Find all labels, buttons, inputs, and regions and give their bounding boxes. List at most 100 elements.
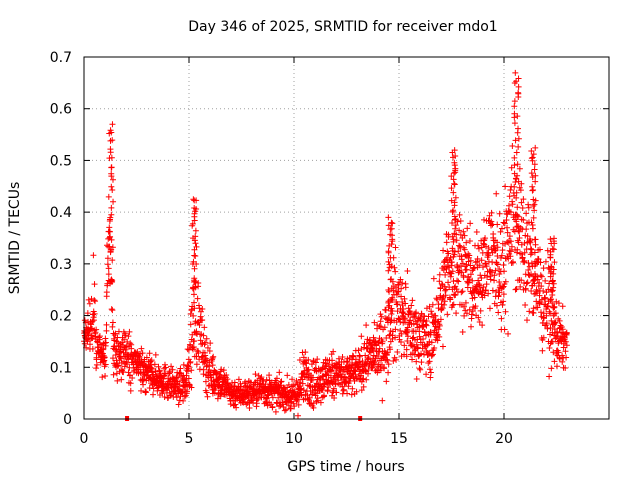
data-point <box>485 252 492 259</box>
data-point <box>467 257 474 264</box>
data-point <box>287 399 294 406</box>
peak-point <box>451 181 458 188</box>
data-point <box>549 300 556 307</box>
data-point <box>404 324 411 331</box>
data-point <box>475 245 482 252</box>
data-point <box>401 295 408 302</box>
data-point <box>127 387 134 394</box>
data-point <box>474 255 481 262</box>
data-point <box>439 295 446 302</box>
data-point <box>430 275 437 282</box>
data-point <box>447 296 454 303</box>
data-point <box>467 271 474 278</box>
data-point <box>103 293 110 300</box>
data-point <box>187 358 194 365</box>
data-point <box>508 243 515 250</box>
data-point <box>129 375 136 382</box>
data-point <box>322 365 329 372</box>
data-point <box>545 303 552 310</box>
data-point <box>317 399 324 406</box>
data-point <box>81 340 88 347</box>
data-point <box>473 229 480 236</box>
data-point <box>377 367 384 374</box>
data-point <box>273 375 280 382</box>
data-point <box>124 338 131 345</box>
data-point <box>201 358 208 365</box>
data-point <box>370 334 377 341</box>
data-point <box>328 351 335 358</box>
x-tick-label: 20 <box>495 431 513 447</box>
data-point <box>139 350 146 357</box>
data-point <box>522 301 529 308</box>
data-point <box>88 325 95 332</box>
peak-point <box>386 261 393 268</box>
peak-point <box>530 187 537 194</box>
data-point <box>536 279 543 286</box>
data-point <box>501 326 508 333</box>
data-point <box>109 323 116 330</box>
data-point <box>434 337 441 344</box>
data-point <box>524 279 531 286</box>
data-point <box>383 378 390 385</box>
data-point <box>384 316 391 323</box>
peak-point <box>109 121 116 128</box>
data-point <box>499 284 506 291</box>
data-point <box>180 397 187 404</box>
x-tick-label: 15 <box>390 431 408 447</box>
data-point <box>517 187 524 194</box>
peak-point <box>511 154 518 161</box>
data-point <box>156 367 163 374</box>
data-point <box>552 319 559 326</box>
peak-point <box>385 214 392 221</box>
data-point <box>210 353 217 360</box>
data-point <box>145 367 152 374</box>
peak-point <box>551 259 558 266</box>
data-point <box>439 343 446 350</box>
data-point <box>540 265 547 272</box>
data-point <box>532 290 539 297</box>
data-point <box>502 278 509 285</box>
data-point <box>544 247 551 254</box>
peak-point <box>105 193 112 200</box>
data-point <box>370 352 377 359</box>
data-point <box>90 317 97 324</box>
data-point <box>458 289 465 296</box>
data-point <box>362 359 369 366</box>
data-point <box>459 288 466 295</box>
peak-point <box>190 312 197 319</box>
data-point <box>518 199 525 206</box>
data-point <box>441 298 448 305</box>
data-point <box>453 286 460 293</box>
peak-point <box>192 227 199 234</box>
data-point <box>538 273 545 280</box>
data-point <box>554 332 561 339</box>
peak-point <box>450 236 457 243</box>
data-point <box>235 376 242 383</box>
data-point <box>457 218 464 225</box>
data-point <box>449 302 456 309</box>
data-point <box>537 272 544 279</box>
peak-point <box>108 204 115 211</box>
data-point <box>480 284 487 291</box>
data-point <box>314 356 321 363</box>
peak-point <box>548 264 555 271</box>
data-point <box>379 397 386 404</box>
data-point <box>103 242 110 249</box>
x-axis-label: GPS time / hours <box>287 459 404 475</box>
peak-point <box>511 103 518 110</box>
data-point <box>512 286 519 293</box>
data-point <box>325 361 332 368</box>
data-point <box>436 322 443 329</box>
data-point <box>458 256 465 263</box>
data-point <box>175 401 182 408</box>
data-point <box>448 259 455 266</box>
data-point <box>395 315 402 322</box>
data-point <box>100 346 107 353</box>
data-point <box>370 347 377 354</box>
peak-point <box>550 246 557 253</box>
data-point <box>86 341 93 348</box>
data-point <box>493 190 500 197</box>
peak-point <box>515 143 522 150</box>
